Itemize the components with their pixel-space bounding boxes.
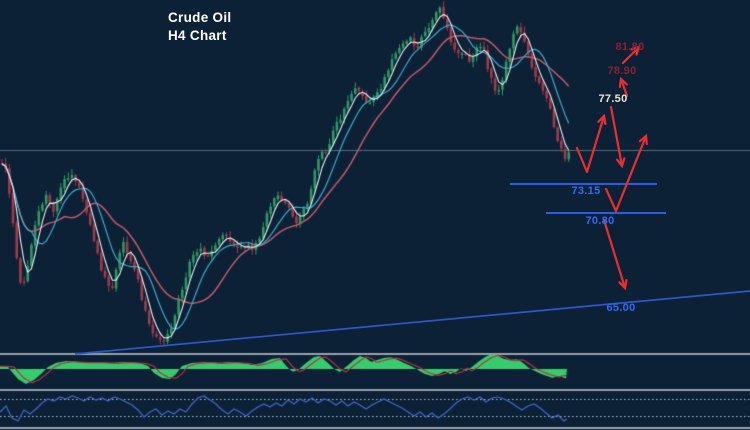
arrow-step-to-8180-head: [630, 45, 641, 56]
arrow-drop-to-7315-head: [615, 157, 626, 169]
arrow-drop-to-7315: [609, 105, 624, 168]
chart-title: Crude Oil H4 Chart: [168, 9, 231, 44]
trendline-label-65.00: 65.00: [606, 302, 636, 314]
chart-title-line1: Crude Oil: [168, 10, 232, 25]
support-label-70.80: 70.80: [585, 215, 615, 227]
target-label-78.90: 78.90: [607, 65, 637, 77]
arrow-step-to-8180: [621, 45, 641, 65]
arrow-step-to-7890-head: [618, 76, 628, 89]
arrow-bounce-v-1: [575, 114, 606, 174]
ascending-trendline: [74, 290, 750, 355]
arrow-drop-to-6500: [602, 218, 627, 290]
arrow-step-to-7890: [619, 77, 629, 98]
support-label-73.15: 73.15: [571, 185, 601, 197]
arrow-bounce-v-2-head: [638, 133, 648, 146]
target-label-81.80: 81.80: [615, 41, 645, 53]
arrow-bounce-v-2: [604, 134, 648, 213]
chart-title-line2: H4 Chart: [168, 27, 227, 43]
arrow-drop-to-6500-head: [618, 279, 628, 291]
target-label-77.50: 77.50: [598, 93, 628, 105]
arrow-bounce-v-1-head: [597, 113, 607, 125]
